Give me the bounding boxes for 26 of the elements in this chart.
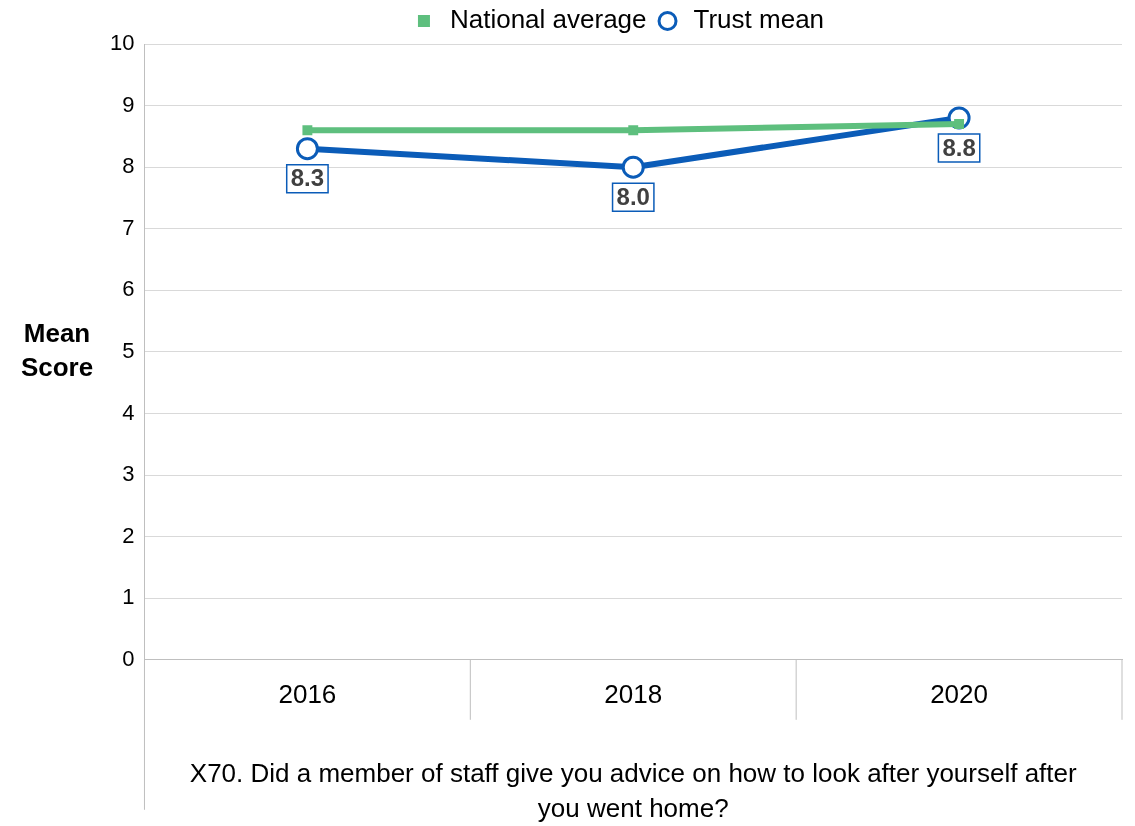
point xyxy=(295,137,319,161)
legend-label: National average xyxy=(449,4,647,35)
data-label: 8.8 xyxy=(942,133,976,161)
x-tick-label: 2018 xyxy=(604,678,663,709)
y-tick-label: 7 xyxy=(122,214,135,240)
y-tick-label: 0 xyxy=(122,645,135,671)
y-tick-label: 3 xyxy=(122,461,135,487)
y-tick-label: 4 xyxy=(122,399,135,425)
point xyxy=(954,119,965,129)
x-axis-title: X70. Did a member of staff give you advice on how to look after yourself after you went home? xyxy=(189,758,1078,824)
y-tick-label: 8 xyxy=(122,153,135,179)
x-tick-label: 2020 xyxy=(930,678,988,709)
point xyxy=(302,125,313,136)
legend-label: Trust mean xyxy=(693,4,825,35)
x-tick-label: 2016 xyxy=(278,678,337,709)
data-label: 8.0 xyxy=(616,182,650,210)
y-tick-label: 9 xyxy=(122,91,135,117)
point xyxy=(628,125,639,136)
y-axis-title: Mean Score xyxy=(20,318,94,383)
y-tick-label: 10 xyxy=(109,30,135,56)
y-tick-label: 6 xyxy=(122,276,135,302)
data-label: 8.3 xyxy=(290,164,325,192)
y-tick-label: 1 xyxy=(122,584,135,610)
y-tick-label: 2 xyxy=(122,522,135,548)
y-tick-label: 5 xyxy=(122,337,135,363)
point xyxy=(621,155,645,179)
